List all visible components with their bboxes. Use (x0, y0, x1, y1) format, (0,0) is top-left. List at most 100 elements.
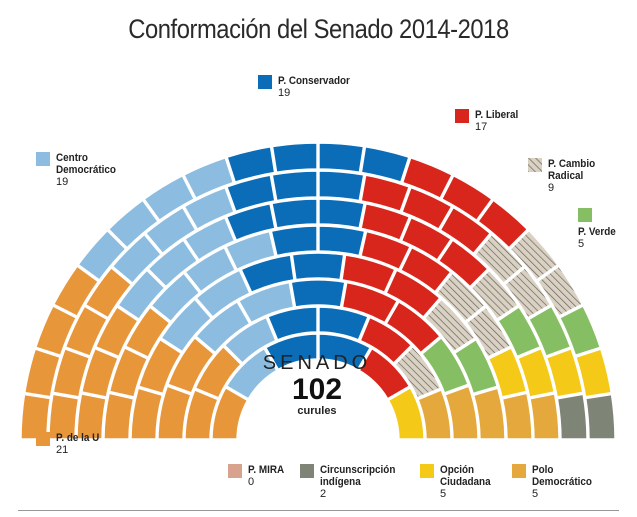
legend-swatch (228, 464, 242, 478)
seat-opci-n-ciudadana (487, 346, 528, 399)
legend-item-mira: P. MIRA 0 (228, 464, 288, 488)
seat-polo-democr-tico (528, 392, 560, 440)
legend-label: P. de la U (56, 432, 100, 444)
legend-item-verde: P. Verde 5 (578, 208, 620, 250)
seat-p-verde (420, 336, 470, 395)
legend-item-conservador: P. Conservador 19 (258, 75, 358, 99)
seat-centro-democr-tico (111, 233, 163, 285)
seat-polo-democr-tico (444, 385, 479, 440)
legend-item-de-la-u: P. de la U 21 (36, 432, 104, 456)
seat-p-liberal (401, 156, 454, 200)
seat-p-de-la-u (94, 305, 140, 358)
seat-p-cambio-radical (536, 264, 584, 318)
legend-value: 5 (440, 488, 447, 500)
seat-centro-democr-tico (182, 156, 235, 200)
seat-p-de-la-u (80, 347, 120, 398)
legend-value: 9 (548, 182, 555, 194)
legend-swatch (36, 152, 50, 166)
seat-p-de-la-u (137, 338, 183, 395)
legend-swatch (36, 432, 50, 446)
seat-p-de-la-u (166, 336, 216, 395)
seat-polo-democr-tico (472, 387, 506, 440)
seat-p-liberal (358, 347, 411, 400)
legend-swatch (455, 109, 469, 123)
legend-value: 19 (56, 176, 69, 188)
seat-p-cambio-radical (423, 298, 477, 353)
seat-p-cambio-radical (509, 229, 559, 282)
seat-p-cambio-radical (503, 266, 552, 319)
legend-value: 0 (248, 476, 255, 488)
seat-centro-democr-tico (159, 298, 213, 353)
seat-p-conservador (266, 306, 318, 342)
legend-swatch (420, 464, 434, 478)
seat-p-liberal (341, 281, 399, 324)
seat-p-conservador (264, 333, 318, 371)
seat-p-de-la-u (184, 388, 220, 440)
seat-circunscripci-n-ind-gena (556, 393, 588, 440)
seat-p-liberal (439, 206, 492, 255)
seat-centro-democr-tico (77, 229, 127, 282)
seat-opci-n-ciudadana (387, 386, 425, 440)
seat-opci-n-ciudadana (545, 347, 584, 398)
legend-value: 17 (475, 121, 488, 133)
legend-value: 5 (578, 238, 585, 250)
legend-value: 2 (320, 488, 327, 500)
seat-p-de-la-u (211, 386, 249, 440)
legend-label: Circunscripción indígena (320, 464, 396, 488)
seat-p-de-la-u (34, 304, 78, 357)
legend-value: 5 (532, 488, 539, 500)
seat-centro-democr-tico (147, 238, 199, 288)
seat-p-de-la-u (52, 264, 100, 318)
seat-p-conservador (270, 225, 318, 257)
center-label: SENADO (262, 352, 372, 374)
seat-centro-democr-tico (183, 216, 236, 262)
legend-label: P. Cambio Radical (548, 158, 596, 182)
seat-p-conservador (318, 333, 372, 371)
seat-p-liberal (385, 300, 442, 354)
seat-p-liberal (360, 202, 411, 242)
legend-swatch (512, 464, 526, 478)
seat-p-de-la-u (157, 385, 192, 440)
seat-opci-n-ciudadana (574, 348, 613, 398)
chart-title: Conformación del Senado 2014-2018 (128, 14, 509, 44)
seat-p-liberal (476, 199, 529, 249)
seat-p-cambio-radical (393, 345, 442, 399)
seat-centro-democr-tico (116, 269, 166, 321)
legend-swatch (578, 208, 592, 222)
seat-p-verde (496, 305, 542, 358)
seat-p-conservador (290, 279, 346, 308)
legend-value: 21 (56, 444, 69, 456)
seat-p-liberal (359, 316, 413, 365)
legend-swatch (300, 464, 314, 478)
seat-p-de-la-u (48, 393, 80, 440)
legend-label: Polo Democrático (532, 464, 592, 488)
seat-p-conservador (291, 252, 345, 281)
seat-polo-democr-tico (501, 392, 533, 440)
seat-p-liberal (437, 238, 489, 288)
seat-opci-n-ciudadana (516, 347, 556, 398)
legend-label: P. MIRA (248, 464, 285, 476)
seat-p-conservador (360, 145, 410, 184)
seat-p-de-la-u (103, 392, 135, 440)
seat-p-liberal (359, 230, 412, 271)
legend-label: P. Conservador (278, 75, 350, 87)
seat-p-liberal (440, 174, 494, 222)
seat-p-liberal (360, 174, 411, 213)
center-total: 102 (291, 373, 343, 406)
seat-p-de-la-u (23, 348, 62, 398)
seat-p-conservador (225, 174, 276, 213)
seat-polo-democr-tico (416, 388, 452, 440)
seat-centro-democr-tico (224, 230, 277, 271)
legend-item-centro-democratico: Centro Democrático 19 (36, 152, 136, 188)
seat-p-conservador (226, 145, 276, 184)
seat-p-conservador (318, 170, 365, 202)
legend-item-liberal: P. Liberal 17 (455, 109, 523, 133)
legend-label: Opción Ciudadana (440, 464, 491, 488)
seat-p-verde (558, 304, 602, 357)
seat-centro-democr-tico (237, 281, 295, 324)
seat-centro-democr-tico (183, 186, 236, 231)
seat-p-verde (453, 338, 499, 395)
legend-label: P. Liberal (475, 109, 519, 121)
legend-item-polo: Polo Democrático 5 (512, 464, 612, 500)
seat-centro-democr-tico (144, 206, 197, 255)
